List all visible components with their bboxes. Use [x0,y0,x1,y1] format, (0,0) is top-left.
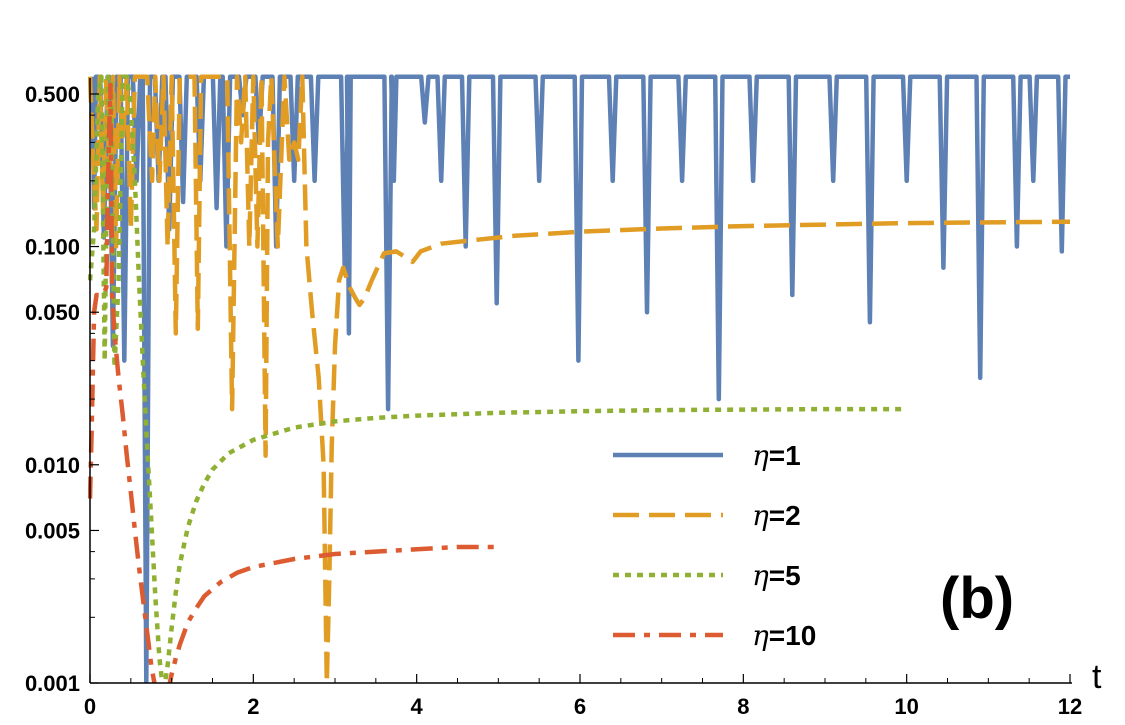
legend-label-2: η=2 [752,499,801,532]
series-line-1 [89,74,1070,683]
x-tick-label: 4 [411,694,424,719]
x-tick-label: 12 [1058,694,1082,719]
panel-label: (b) [940,566,1014,631]
series-layer [88,74,1071,683]
x-tick-label: 10 [894,694,918,719]
legend-label-1: η=1 [752,439,801,472]
y-tick-label: 0.050 [25,300,80,325]
y-tick-label: 0.010 [25,453,80,478]
series-line-3 [88,74,907,683]
legend: η=1 η=2 η=5 η=10 [613,439,816,652]
x-tick-label: 0 [84,694,96,719]
x-tick-label: 2 [247,694,259,719]
series-line-4 [88,82,499,683]
legend-label-3: η=5 [752,559,801,592]
legend-label-4: η=10 [752,619,816,652]
y-tick-label: 0.001 [25,671,80,696]
axes: 0 2 4 6 8 10 12 0.500 0.100 0.050 0.010 0.005 0.001 [25,78,1082,719]
y-tick-label: 0.005 [25,518,80,543]
x-tick-label: 6 [574,694,586,719]
y-tick-label: 0.500 [25,82,80,107]
series-line-2 [88,74,1071,683]
y-tick-label: 0.100 [25,235,80,260]
x-tick-label: 8 [737,694,749,719]
x-axis-label: t [1092,658,1102,696]
